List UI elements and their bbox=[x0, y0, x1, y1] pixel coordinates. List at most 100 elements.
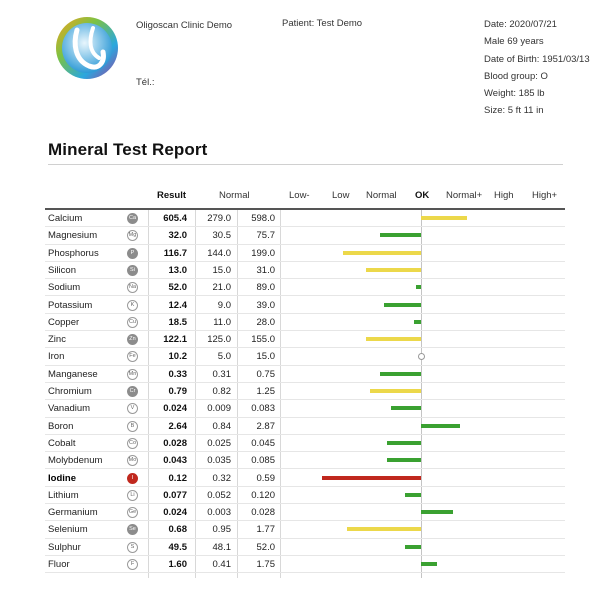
mineral-name: Manganese bbox=[48, 368, 98, 380]
mineral-result: 32.0 bbox=[168, 230, 188, 242]
level-bar bbox=[379, 233, 421, 238]
normal-low: 0.82 bbox=[212, 386, 232, 397]
normal-low: 0.84 bbox=[212, 420, 232, 432]
column-normal: Normal bbox=[219, 190, 250, 201]
element-symbol-badge: B bbox=[127, 420, 138, 432]
patient-size: Size: 5 ft 11 in bbox=[484, 105, 544, 117]
level-bar bbox=[386, 458, 421, 463]
normal-low: 0.035 bbox=[207, 455, 231, 467]
normal-low: 0.003 bbox=[207, 507, 231, 519]
level-bar bbox=[384, 302, 421, 307]
mineral-result: 0.79 bbox=[168, 386, 188, 397]
element-symbol-badge: S bbox=[127, 541, 138, 553]
mineral-result: 0.077 bbox=[163, 489, 187, 501]
mineral-row-cobalt: Cobalt Co 0.028 0.025 0.045 bbox=[45, 435, 565, 453]
patient-weight: Weight: 185 lb bbox=[484, 88, 545, 100]
mineral-row-calcium: Calcium Ca 605.4 279.0 598.0 bbox=[45, 210, 565, 228]
mineral-result: 0.68 bbox=[168, 524, 188, 536]
element-symbol-badge: Na bbox=[127, 282, 138, 294]
normal-low: 9.0 bbox=[217, 299, 231, 311]
normal-high: 155.0 bbox=[251, 334, 275, 346]
mineral-result: 10.2 bbox=[168, 351, 188, 363]
element-symbol-badge: V bbox=[127, 403, 138, 415]
grid-line bbox=[148, 210, 149, 578]
normal-high: 0.028 bbox=[251, 507, 275, 519]
table-top-rule bbox=[45, 208, 565, 210]
scale-normal-plus: Normal+ bbox=[446, 190, 483, 201]
element-symbol-badge: Mg bbox=[127, 230, 138, 242]
mineral-result: 0.024 bbox=[163, 507, 187, 519]
mineral-name: Calcium bbox=[48, 213, 83, 224]
level-bar bbox=[386, 440, 421, 445]
level-bar bbox=[421, 216, 467, 220]
mineral-row-lithium: Lithium Li 0.077 0.052 0.120 bbox=[45, 487, 565, 505]
level-bar bbox=[370, 389, 421, 393]
mineral-name: Copper bbox=[48, 316, 80, 328]
mineral-name: Potassium bbox=[48, 299, 93, 311]
element-symbol-badge: Zn bbox=[127, 334, 138, 346]
level-bar bbox=[365, 337, 421, 342]
level-bar bbox=[322, 475, 421, 480]
scale-ok: OK bbox=[415, 190, 430, 201]
mineral-name: Lithium bbox=[48, 489, 79, 501]
mineral-name: Zinc bbox=[48, 334, 66, 346]
mineral-row-vanadium: Vanadium V 0.024 0.009 0.083 bbox=[45, 400, 565, 418]
mineral-row-fluor: Fluor F 1.60 0.41 1.75 bbox=[45, 556, 565, 574]
mineral-row-copper: Copper Cu 18.5 11.0 28.0 bbox=[45, 314, 565, 332]
clinic-logo bbox=[56, 17, 118, 79]
normal-high: 598.0 bbox=[251, 213, 275, 224]
patient-blood-group: Blood group: O bbox=[484, 70, 548, 82]
normal-high: 199.0 bbox=[251, 247, 275, 259]
normal-low: 30.5 bbox=[212, 230, 232, 242]
normal-low: 125.0 bbox=[207, 334, 231, 346]
level-bar bbox=[414, 319, 421, 324]
normal-low: 0.41 bbox=[212, 559, 232, 570]
patient-name: Patient: Test Demo bbox=[282, 18, 363, 29]
normal-high: 89.0 bbox=[256, 282, 276, 294]
element-symbol-badge: Fe bbox=[127, 351, 138, 363]
mineral-row-germanium: Germanium Ge 0.024 0.003 0.028 bbox=[45, 504, 565, 522]
normal-high: 0.085 bbox=[251, 455, 275, 467]
element-symbol-badge: Mo bbox=[127, 455, 138, 467]
normal-high: 52.0 bbox=[256, 541, 276, 553]
mineral-row-zinc: Zinc Zn 122.1 125.0 155.0 bbox=[45, 331, 565, 349]
element-symbol-badge: Co bbox=[127, 437, 138, 449]
normal-high: 1.75 bbox=[256, 559, 276, 570]
normal-low: 0.052 bbox=[207, 489, 231, 501]
ok-marker bbox=[417, 353, 425, 361]
normal-high: 31.0 bbox=[256, 264, 276, 276]
normal-low: 279.0 bbox=[207, 213, 231, 224]
mineral-name: Silicon bbox=[48, 264, 76, 276]
normal-low: 0.009 bbox=[207, 403, 231, 415]
normal-high: 75.7 bbox=[256, 230, 276, 242]
normal-low: 0.32 bbox=[212, 472, 232, 484]
mineral-result: 13.0 bbox=[168, 264, 188, 276]
mineral-result: 605.4 bbox=[163, 213, 187, 224]
element-symbol-badge: P bbox=[127, 247, 138, 259]
mineral-result: 116.7 bbox=[163, 247, 187, 259]
mineral-row-potassium: Potassium K 12.4 9.0 39.0 bbox=[45, 297, 565, 314]
mineral-name: Iron bbox=[48, 351, 65, 363]
normal-low: 48.1 bbox=[212, 541, 232, 553]
mineral-row-molybdenum: Molybdenum Mo 0.043 0.035 0.085 bbox=[45, 452, 565, 470]
mineral-result: 49.5 bbox=[168, 541, 188, 553]
element-symbol-badge: K bbox=[127, 299, 138, 311]
clinic-telephone: Tél.: bbox=[136, 77, 155, 88]
scale-high: High bbox=[494, 190, 514, 201]
level-bar bbox=[404, 492, 421, 497]
normal-high: 39.0 bbox=[256, 299, 276, 311]
grid-line bbox=[280, 210, 281, 578]
element-symbol-badge: F bbox=[127, 559, 138, 570]
level-bar bbox=[421, 423, 461, 428]
column-result: Result bbox=[157, 190, 187, 201]
mineral-row-phosphorus: Phosphorus P 116.7 144.0 199.0 bbox=[45, 245, 565, 262]
normal-low: 11.0 bbox=[213, 316, 231, 328]
normal-high: 0.120 bbox=[251, 489, 275, 501]
level-bar bbox=[342, 250, 421, 255]
mineral-name: Chromium bbox=[48, 386, 92, 397]
mineral-row-silicon: Silicon Si 13.0 15.0 31.0 bbox=[45, 262, 565, 280]
mineral-result: 0.33 bbox=[168, 368, 188, 380]
mineral-name: Sodium bbox=[48, 282, 81, 294]
normal-high: 0.045 bbox=[251, 437, 275, 449]
normal-high: 0.083 bbox=[251, 403, 275, 415]
